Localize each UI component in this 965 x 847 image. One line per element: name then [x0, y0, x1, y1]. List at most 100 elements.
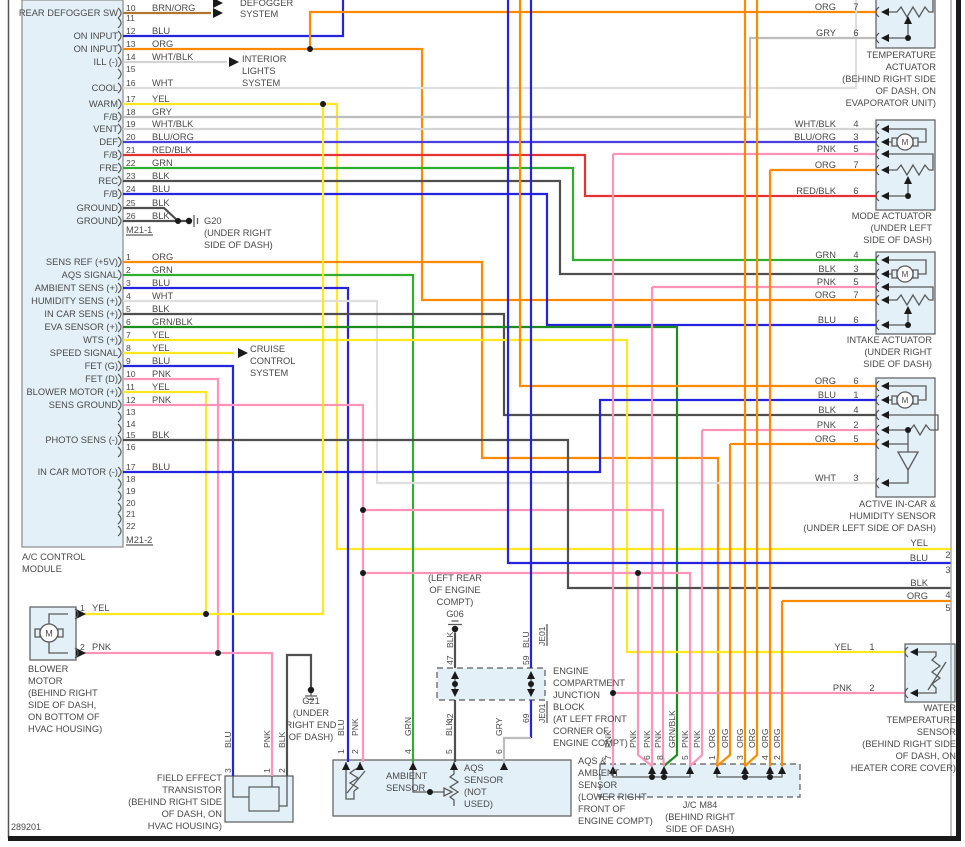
label: ON BOTTOM OF: [28, 712, 100, 722]
label: CONTROL: [250, 356, 295, 366]
pin-bracket: [117, 215, 122, 227]
arrow-up-icon: [451, 671, 459, 679]
label: 16: [126, 442, 136, 452]
label: 7: [853, 2, 858, 12]
label: 15: [126, 430, 136, 440]
pin-bracket: [875, 424, 880, 436]
label: IN CAR SENS (+): [44, 309, 118, 319]
label: 3: [223, 768, 233, 773]
pin-bracket: [117, 175, 122, 187]
pin-bracket: [117, 202, 122, 214]
pin-bracket: [875, 319, 880, 331]
label: 4: [126, 291, 131, 301]
arrow-up-icon: [648, 766, 656, 774]
label: (LEFT REAR: [428, 573, 482, 583]
circuit-symbol: [889, 0, 934, 19]
label: 19: [126, 486, 136, 496]
label: ORG: [815, 290, 836, 300]
label: AQS &: [578, 756, 607, 766]
pin-bracket: [117, 68, 122, 80]
pin-bracket: [117, 162, 122, 174]
label: BLK: [152, 198, 170, 208]
pin-bracket: [117, 136, 122, 148]
label: 3: [853, 132, 858, 142]
pin-bracket: [74, 647, 79, 659]
arrow-up-icon: [660, 766, 668, 774]
label: BLU: [152, 278, 170, 288]
arrow-up-icon: [766, 766, 774, 774]
arrow-up-icon: [609, 766, 617, 774]
label: 4: [853, 119, 858, 129]
circuit-symbol: [232, 776, 288, 807]
label: AMBIENT: [578, 768, 620, 778]
label: PNK: [642, 730, 652, 748]
label: BLK: [152, 430, 170, 440]
label: 2: [277, 768, 287, 773]
pin-bracket: [117, 308, 122, 320]
label: HVAC HOUSING): [28, 724, 102, 734]
wire-yel-26: [123, 390, 208, 614]
label: ORG: [747, 728, 757, 748]
label: HVAC HOUSING): [148, 821, 222, 831]
label: PNK: [152, 369, 172, 379]
pin-bracket: [875, 409, 880, 421]
junction-dot: [320, 101, 326, 107]
arrow-left-icon: [881, 411, 889, 419]
label: BLK: [152, 211, 170, 221]
label: 42: [445, 713, 455, 723]
pin-bracket: [117, 295, 122, 307]
label: M: [902, 396, 909, 405]
arrow-left-icon: [881, 321, 889, 329]
label: M: [902, 270, 909, 279]
label: ENGINE COMPT): [578, 816, 653, 826]
pin-bracket: [117, 188, 122, 200]
label: 1: [853, 390, 858, 400]
label: GRY: [816, 28, 836, 38]
arrow-right-icon: [213, 8, 223, 18]
pin-bracket: [117, 411, 122, 423]
arrow-down-icon: [527, 689, 535, 697]
circuit-symbol: [889, 385, 927, 405]
circuit-symbol: [918, 651, 947, 694]
arrow-right-icon: [238, 348, 248, 358]
label: WHT: [815, 473, 836, 483]
label: BLU: [818, 390, 836, 400]
pin-bracket: [117, 434, 122, 446]
label: YEL: [152, 330, 170, 340]
label: PNK: [628, 730, 638, 748]
junction-dot: [742, 774, 748, 780]
label: (BEHIND RIGHT SIDE: [128, 797, 222, 807]
junction-dot: [905, 35, 911, 41]
arrow-left-icon: [881, 479, 889, 487]
label: SENSOR: [578, 780, 618, 790]
wire-blk-20: [123, 312, 877, 417]
label: BLU: [152, 356, 170, 366]
pin-bracket: [117, 17, 122, 29]
label: 6: [126, 317, 131, 327]
label: PNK: [833, 683, 853, 693]
label: (UNDER RIGHT: [864, 347, 932, 357]
junction-dot: [905, 193, 911, 199]
label: 2: [945, 550, 950, 560]
wire-org-2: [123, 47, 877, 302]
label: ACTUATOR: [886, 62, 937, 72]
label: ORG: [152, 252, 173, 262]
motor-icon: [896, 391, 914, 409]
label: GRY: [494, 717, 504, 736]
label: BLK: [277, 731, 287, 748]
label: YEL: [910, 538, 928, 548]
motor-icon: [896, 265, 914, 283]
label: (BEHIND RIGHT SIDE: [842, 74, 936, 84]
label: 24: [126, 184, 136, 194]
pin-bracket: [875, 394, 880, 406]
label: 22: [126, 521, 136, 531]
label: GRN/BLK: [152, 317, 194, 327]
label: LIGHTS: [242, 66, 276, 76]
label: 6: [853, 315, 858, 325]
pin-bracket: [875, 294, 880, 306]
label: EVA SENSOR (+): [45, 322, 118, 332]
arrow-up-icon: [741, 766, 749, 774]
label: BLK: [152, 171, 170, 181]
label: 15: [126, 64, 136, 74]
circuit-symbol: [126, 234, 548, 723]
